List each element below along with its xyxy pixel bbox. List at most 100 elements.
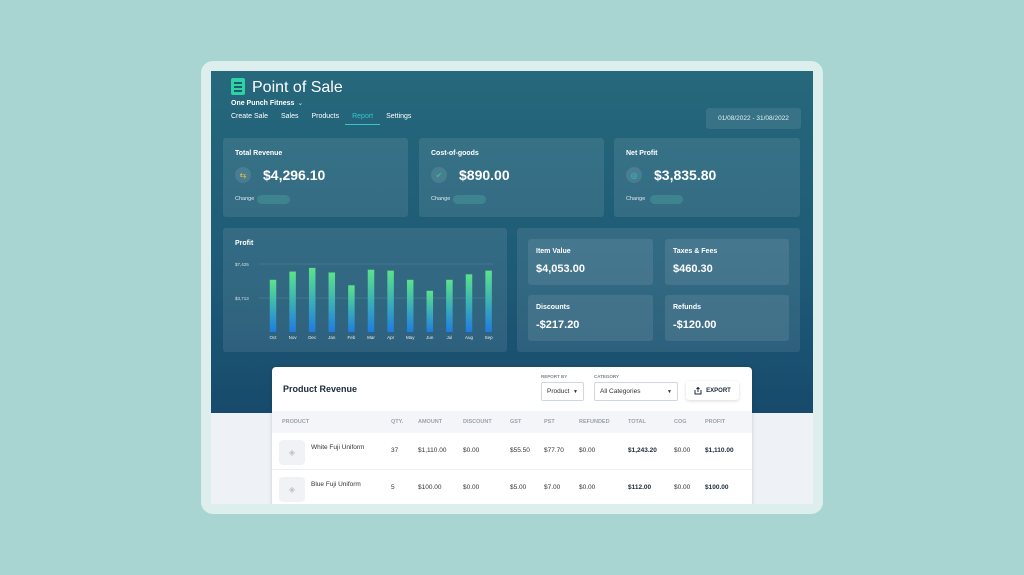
col-pst: PST xyxy=(544,419,555,425)
header-background xyxy=(211,71,813,413)
bar-jul[interactable] xyxy=(446,279,453,332)
cell-gst: $5.00 xyxy=(510,484,527,491)
cell-total: $112.00 xyxy=(628,484,652,491)
bar-mar[interactable] xyxy=(367,269,375,332)
check-badge-icon: ✔ xyxy=(431,167,447,183)
table-row[interactable]: ◈ White Fuji Uniform 37 $1,110.00 $0.00 … xyxy=(272,433,752,470)
category-select[interactable]: All Categories ▼ xyxy=(594,382,678,401)
cell-qty: 5 xyxy=(391,484,395,491)
app-window: Point of Sale One Punch Fitness ⌄ Create … xyxy=(211,71,813,504)
summary-taxes-fees: Taxes & Fees $460.30 xyxy=(665,239,789,285)
cell-profit: $100.00 xyxy=(705,484,729,491)
export-button[interactable]: EXPORT xyxy=(686,381,739,400)
y-tick-label: $7,425 xyxy=(235,262,249,267)
bar-sep[interactable] xyxy=(485,270,492,332)
stat-card-cost-of-goods: Cost-of-goods ✔ $890.00 Change xyxy=(419,138,604,217)
change-indicator xyxy=(257,195,290,204)
date-range-picker[interactable]: 01/08/2022 - 31/08/2022 xyxy=(706,108,801,129)
table-row[interactable]: ◈ Blue Fuji Uniform 5 $100.00 $0.00 $5.0… xyxy=(272,470,752,504)
bar-aug[interactable] xyxy=(465,274,473,332)
col-qty: QTY. xyxy=(391,419,404,425)
bar-oct[interactable] xyxy=(269,279,277,332)
tag-icon: ◈ xyxy=(279,477,305,502)
summary-value: $460.30 xyxy=(673,263,713,275)
col-product: PRODUCT xyxy=(282,419,310,425)
profit-chart-card: Profit $7,425 $3,713 Oct Nov Dec Jan Feb Mar Apr… xyxy=(223,228,507,352)
tab-report[interactable]: Report xyxy=(345,113,381,125)
cell-cog: $0.00 xyxy=(674,447,691,454)
bar-jun[interactable] xyxy=(426,290,434,332)
exchange-icon: ⇆ xyxy=(235,167,251,183)
bar-may[interactable] xyxy=(406,279,414,332)
y-tick-label: $3,713 xyxy=(235,296,249,301)
bar-dec[interactable] xyxy=(308,267,316,332)
summary-discounts: Discounts -$217.20 xyxy=(528,295,653,341)
stat-value: $890.00 xyxy=(459,167,510,183)
col-discount: DISCOUNT xyxy=(463,419,492,425)
cell-total: $1,243.20 xyxy=(628,447,657,454)
caret-down-icon: ▼ xyxy=(667,389,672,395)
bar-jan[interactable] xyxy=(328,272,336,332)
tab-products[interactable]: Products xyxy=(311,113,340,120)
change-indicator xyxy=(453,195,486,204)
summary-refunds: Refunds -$120.00 xyxy=(665,295,789,341)
stat-card-total-revenue: Total Revenue ⇆ $4,296.10 Change xyxy=(223,138,408,217)
stat-label: Net Profit xyxy=(626,150,658,157)
cell-refunded: $0.00 xyxy=(579,484,596,491)
business-name: One Punch Fitness xyxy=(231,100,295,107)
x-tick-label: Jun xyxy=(426,335,434,340)
stat-label: Cost-of-goods xyxy=(431,150,479,157)
product-revenue-panel: Product Revenue REPORT BY Product ▼ CATE… xyxy=(272,367,752,504)
x-tick-label: Oct xyxy=(269,335,277,340)
bar-apr[interactable] xyxy=(387,270,394,332)
cell-product: White Fuji Uniform xyxy=(311,444,365,451)
main-nav: Create Sale Sales Products Report Settin… xyxy=(231,113,424,125)
target-icon: ◎ xyxy=(626,167,642,183)
cell-refunded: $0.00 xyxy=(579,447,596,454)
col-cog: COG xyxy=(674,419,687,425)
col-profit: PROFIT xyxy=(705,419,726,425)
business-selector[interactable]: One Punch Fitness ⌄ xyxy=(231,99,303,107)
tab-settings[interactable]: Settings xyxy=(386,113,412,120)
summary-label: Refunds xyxy=(673,304,701,311)
summary-label: Discounts xyxy=(536,304,570,311)
change-label: Change xyxy=(431,196,451,202)
profit-bar-chart: $7,425 $3,713 Oct Nov Dec Jan Feb Mar Apr May Jun J… xyxy=(235,262,493,340)
bar-nov[interactable] xyxy=(289,271,296,332)
cell-discount: $0.00 xyxy=(463,447,480,454)
tab-create-sale[interactable]: Create Sale xyxy=(231,113,268,120)
export-label: EXPORT xyxy=(706,387,731,394)
x-tick-label: Dec xyxy=(308,335,317,340)
change-label: Change xyxy=(626,196,646,202)
stat-label: Total Revenue xyxy=(235,150,283,157)
report-by-select[interactable]: Product ▼ xyxy=(541,382,584,401)
tag-icon: ◈ xyxy=(279,440,305,465)
col-amount: AMOUNT xyxy=(418,419,443,425)
cell-gst: $55.50 xyxy=(510,447,530,454)
cell-pst: $77.70 xyxy=(544,447,564,454)
cell-product: Blue Fuji Uniform xyxy=(311,481,361,488)
col-refunded: REFUNDED xyxy=(579,419,610,425)
summary-item-value: Item Value $4,053.00 xyxy=(528,239,653,285)
stat-glyph: ✔ xyxy=(435,170,443,180)
stat-card-net-profit: Net Profit ◎ $3,835.80 Change xyxy=(614,138,800,217)
cell-profit: $1,110.00 xyxy=(705,447,734,454)
summary-value: -$217.20 xyxy=(536,319,580,331)
summary-value: $4,053.00 xyxy=(536,263,585,275)
report-by-label: REPORT BY xyxy=(541,374,568,379)
report-by-value: Product xyxy=(547,388,570,395)
tab-sales[interactable]: Sales xyxy=(280,113,299,120)
category-value: All Categories xyxy=(600,388,641,395)
pos-logo-icon xyxy=(231,78,245,95)
change-label: Change xyxy=(235,196,255,202)
summary-value: -$120.00 xyxy=(673,319,717,331)
x-tick-label: Aug xyxy=(465,335,474,340)
cell-qty: 37 xyxy=(391,447,399,454)
panel-title: Product Revenue xyxy=(283,384,358,394)
cell-discount: $0.00 xyxy=(463,484,480,491)
x-tick-label: May xyxy=(406,335,415,340)
table-header: PRODUCT QTY. AMOUNT DISCOUNT GST PST REF… xyxy=(272,411,752,433)
x-tick-label: Mar xyxy=(367,335,375,340)
bar-feb[interactable] xyxy=(348,285,355,332)
stat-glyph: ◎ xyxy=(630,170,638,180)
